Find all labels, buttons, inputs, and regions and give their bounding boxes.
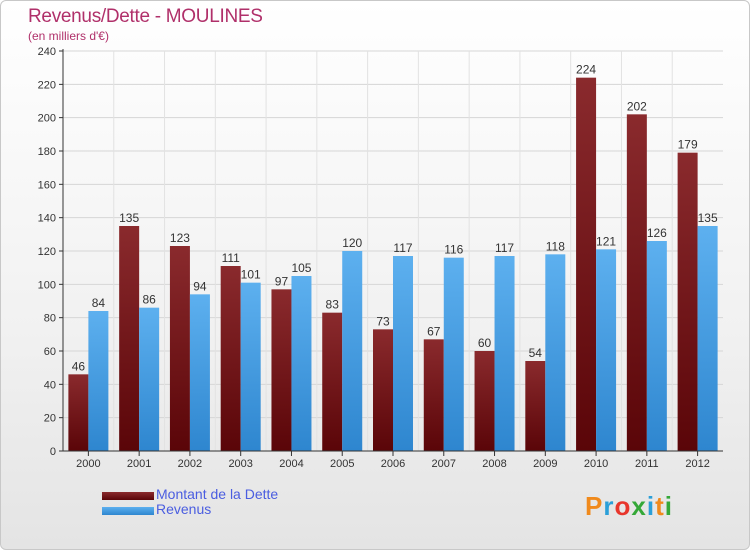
x-tick-label: 2005 xyxy=(330,458,354,470)
bar-revenue xyxy=(291,276,312,451)
x-tick-label: 2011 xyxy=(635,458,659,470)
bar-revenue xyxy=(494,256,515,451)
y-tick-label: 80 xyxy=(44,313,56,325)
bar-debt xyxy=(220,266,241,451)
logo-letter: r xyxy=(603,491,615,521)
chart-title: Revenus/Dette - MOULINES xyxy=(28,6,263,27)
bar-revenue xyxy=(189,294,210,451)
chart-subtitle: (en milliers d'€) xyxy=(28,29,109,43)
data-label-debt: 179 xyxy=(678,138,698,152)
y-tick-label: 240 xyxy=(38,46,56,58)
bar-revenue xyxy=(88,311,109,451)
bar-revenue xyxy=(646,241,667,451)
logo-letter: o xyxy=(614,491,632,521)
legend-swatch-debt xyxy=(102,492,154,500)
data-label-debt: 123 xyxy=(170,231,190,245)
bar-revenue xyxy=(697,226,718,451)
axis-layer: 0 20 40 60 80 100 120 140 160 180 200 220 240 2000 200… xyxy=(38,46,723,470)
x-tick-label: 2007 xyxy=(432,458,456,470)
legend-label-revenue: Revenus xyxy=(156,501,212,517)
data-label-revenue: 84 xyxy=(92,296,106,310)
legend-swatch-revenue xyxy=(102,507,154,515)
y-tick-label: 60 xyxy=(44,346,56,358)
bar-debt xyxy=(626,114,647,451)
bar-revenue xyxy=(443,257,464,451)
y-tick-label: 140 xyxy=(38,213,56,225)
data-label-revenue: 126 xyxy=(647,226,667,240)
bar-debt xyxy=(119,226,140,451)
data-label-revenue: 105 xyxy=(291,261,311,275)
data-label-debt: 54 xyxy=(529,346,543,360)
y-tick-label: 220 xyxy=(38,79,56,91)
legend-label-debt: Montant de la Dette xyxy=(156,486,279,502)
y-tick-label: 0 xyxy=(50,446,56,458)
data-label-debt: 97 xyxy=(275,274,289,288)
data-label-debt: 135 xyxy=(119,211,139,225)
bar-debt xyxy=(474,351,495,451)
logo-letter: i xyxy=(646,491,656,521)
bar-revenue xyxy=(393,256,413,451)
data-label-revenue: 117 xyxy=(393,241,412,255)
bar-debt xyxy=(525,361,546,451)
x-tick-label: 2010 xyxy=(584,458,608,470)
data-label-debt: 111 xyxy=(222,251,241,265)
data-label-debt: 60 xyxy=(478,336,492,350)
y-tick-label: 200 xyxy=(38,113,56,125)
x-tick-label: 2000 xyxy=(76,458,100,470)
data-label-revenue: 118 xyxy=(546,239,565,253)
y-tick-label: 100 xyxy=(38,279,56,291)
data-label-debt: 46 xyxy=(72,359,86,373)
y-tick-label: 160 xyxy=(38,179,56,191)
data-label-revenue: 116 xyxy=(444,243,463,257)
bar-debt xyxy=(677,152,698,451)
bar-revenue xyxy=(240,282,261,451)
logo-letter: x xyxy=(631,491,647,521)
data-label-revenue: 120 xyxy=(342,236,362,250)
y-tick-label: 120 xyxy=(38,246,56,258)
bar-debt xyxy=(322,312,343,451)
data-label-revenue: 121 xyxy=(596,234,616,248)
bar-debt xyxy=(576,77,597,452)
y-tick-label: 40 xyxy=(44,379,56,391)
data-label-debt: 67 xyxy=(427,324,441,338)
data-label-debt: 73 xyxy=(376,314,390,328)
y-tick-label: 20 xyxy=(44,413,56,425)
bars-layer xyxy=(68,77,718,452)
x-tick-label: 2003 xyxy=(228,458,252,470)
x-tick-label: 2001 xyxy=(127,458,151,470)
data-label-revenue: 101 xyxy=(241,268,261,282)
bar-debt xyxy=(373,329,393,451)
logo-letter: i xyxy=(664,491,673,521)
x-tick-label: 2002 xyxy=(178,458,202,470)
data-label-debt: 224 xyxy=(576,63,596,77)
data-label-revenue: 86 xyxy=(142,293,156,307)
logo-letter: P xyxy=(585,491,604,521)
data-label-revenue: 94 xyxy=(193,279,207,293)
bar-debt xyxy=(423,339,444,451)
data-label-revenue: 135 xyxy=(698,211,718,225)
bar-debt xyxy=(169,246,190,451)
data-label-revenue: 117 xyxy=(495,241,514,255)
x-tick-label: 2009 xyxy=(533,458,557,470)
logo-letter: t xyxy=(655,491,665,521)
bar-revenue xyxy=(342,251,363,451)
bar-debt xyxy=(271,289,292,451)
x-tick-label: 2008 xyxy=(482,458,506,470)
bar-revenue xyxy=(139,307,160,451)
x-tick-label: 2006 xyxy=(381,458,405,470)
bar-revenue xyxy=(545,254,566,451)
bar-revenue xyxy=(596,249,617,451)
x-tick-label: 2004 xyxy=(279,458,303,470)
x-tick-label: 2012 xyxy=(685,458,709,470)
data-label-debt: 83 xyxy=(326,298,340,312)
bar-debt xyxy=(68,374,89,451)
proxiti-logo: Proxiti xyxy=(585,491,673,522)
data-label-debt: 202 xyxy=(627,99,647,113)
y-tick-label: 180 xyxy=(38,146,56,158)
